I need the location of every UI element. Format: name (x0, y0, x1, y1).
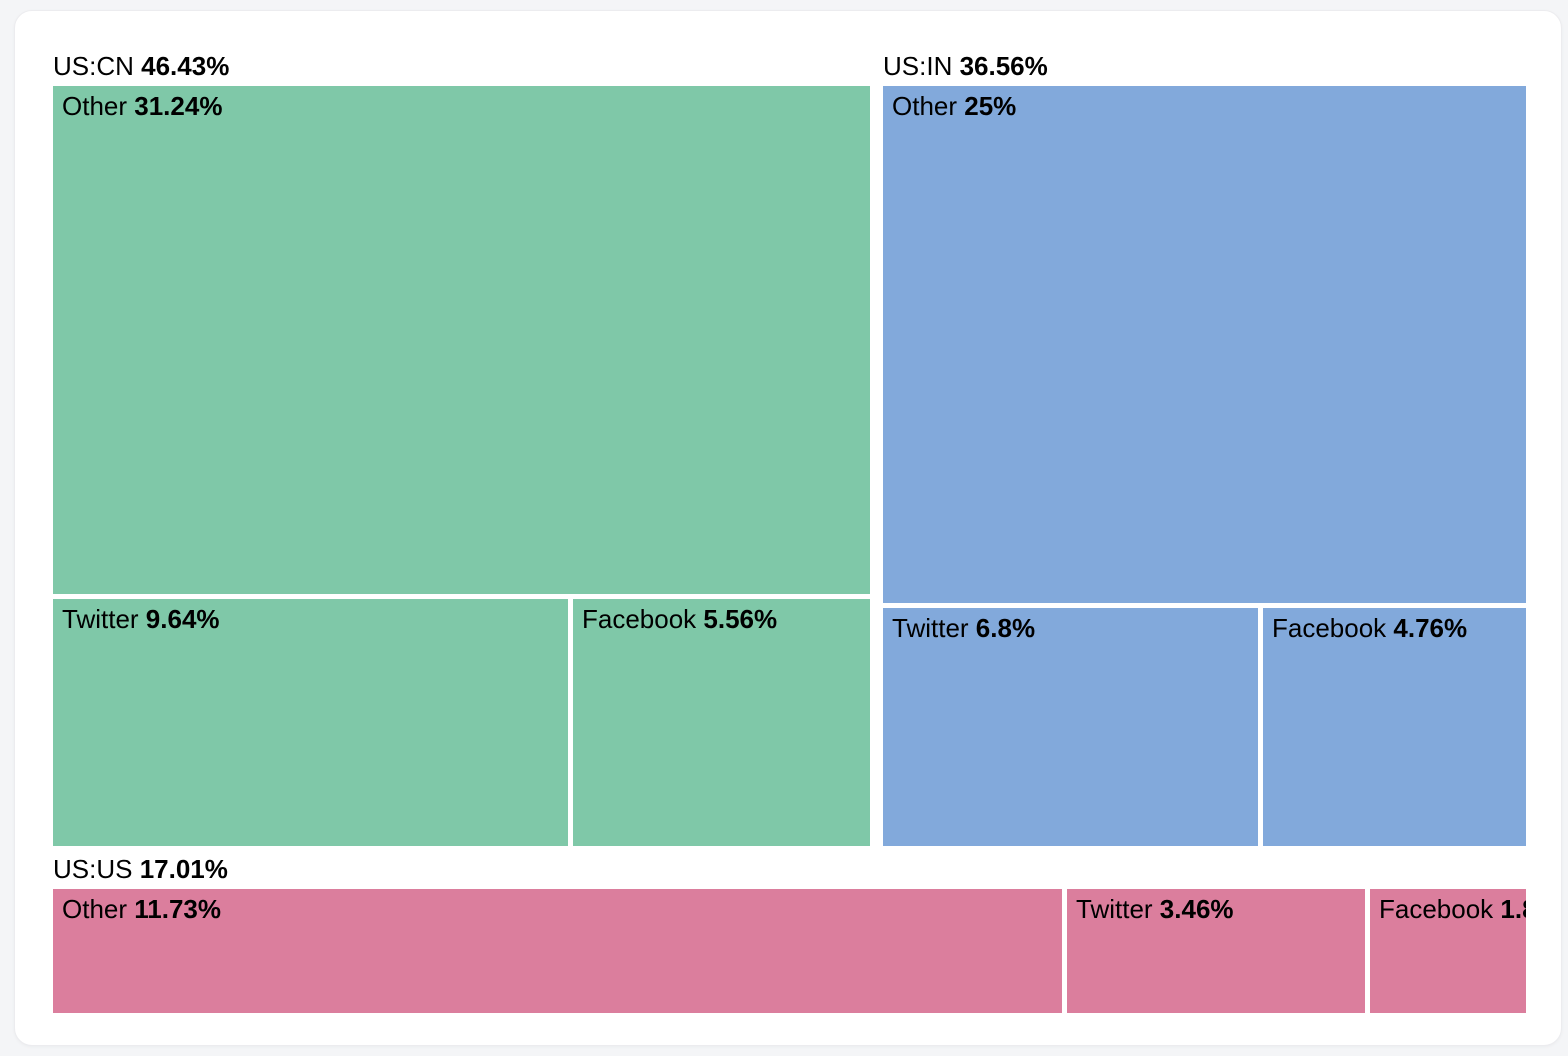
cell-us-us-twitter-label: Twitter (1076, 894, 1153, 924)
treemap-cell-us-us-facebook[interactable]: Facebook 1.81% (1370, 889, 1526, 1013)
cell-us-in-other-value: 25% (957, 91, 1017, 121)
treemap-cell-us-in-twitter[interactable]: Twitter 6.8% (883, 608, 1258, 846)
group-us-cn-label: US:CN (53, 51, 134, 81)
group-us-in-label: US:IN (883, 51, 953, 81)
treemap-cell-us-us-other[interactable]: Other 11.73% (53, 889, 1062, 1013)
cell-us-cn-other-value: 31.24% (127, 91, 223, 121)
cell-us-in-facebook-value: 4.76% (1386, 613, 1468, 643)
group-us-in-value: 36.56% (952, 51, 1048, 81)
treemap-cell-us-in-facebook[interactable]: Facebook 4.76% (1263, 608, 1526, 846)
group-label-us-cn: US:CN 46.43% (53, 49, 229, 83)
group-label-us-in: US:IN 36.56% (883, 49, 1048, 83)
treemap-chart: US:CN 46.43% Other 31.24% Twitter 9.64% Fac… (53, 49, 1526, 1013)
cell-us-us-facebook-label: Facebook (1379, 894, 1494, 924)
cell-us-us-twitter-value: 3.46% (1152, 894, 1234, 924)
cell-us-us-facebook-value: 1.81% (1500, 894, 1526, 924)
cell-us-cn-facebook-label: Facebook (582, 604, 697, 634)
treemap-cell-us-cn-other[interactable]: Other 31.24% (53, 86, 870, 594)
cell-us-cn-twitter-label: Twitter (62, 604, 139, 634)
group-label-us-us: US:US 17.01% (53, 852, 228, 886)
cell-us-us-other-value: 11.73% (127, 894, 222, 924)
group-us-us-value: 17.01% (132, 854, 228, 884)
group-us-us-label: US:US (53, 854, 133, 884)
treemap-cell-us-cn-twitter[interactable]: Twitter 9.64% (53, 599, 568, 846)
cell-us-in-twitter-label: Twitter (892, 613, 969, 643)
group-us-cn-value: 46.43% (133, 51, 230, 81)
cell-us-cn-twitter-value: 9.64% (138, 604, 220, 634)
treemap-cell-us-cn-facebook[interactable]: Facebook 5.56% (573, 599, 870, 846)
cell-us-us-other-label: Other (62, 894, 128, 924)
cell-us-in-facebook-label: Facebook (1272, 613, 1387, 643)
cell-us-cn-other-label: Other (62, 91, 128, 121)
cell-us-cn-facebook-value: 5.56% (696, 604, 778, 634)
cell-us-in-twitter-value: 6.8% (968, 613, 1036, 643)
treemap-cell-us-us-twitter[interactable]: Twitter 3.46% (1067, 889, 1365, 1013)
treemap-card: US:CN 46.43% Other 31.24% Twitter 9.64% Fac… (14, 10, 1562, 1046)
treemap-cell-us-in-other[interactable]: Other 25% (883, 86, 1526, 603)
cell-us-in-other-label: Other (892, 91, 958, 121)
